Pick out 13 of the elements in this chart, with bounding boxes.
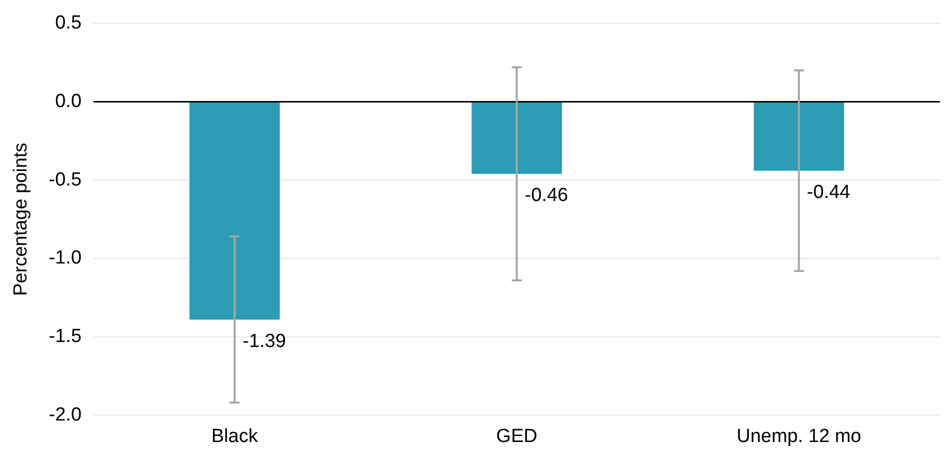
data-label: -1.39 [242,330,286,352]
data-label: -0.46 [524,185,568,206]
y-tick-label: -2.0 [48,404,82,426]
y-axis-title: Percentage points [10,142,32,296]
x-tick-label: Black [211,426,258,447]
data-label: -0.44 [806,182,851,203]
y-tick-label: 0.0 [55,90,82,112]
x-tick-label: GED [496,426,538,447]
x-tick-label: Unemp. 12 mo [736,426,862,447]
y-tick-label: -1.5 [48,326,82,348]
y-tick-label: -1.0 [48,248,82,269]
y-tick-label: -0.5 [48,169,82,190]
y-tick-label: 0.5 [55,12,82,34]
